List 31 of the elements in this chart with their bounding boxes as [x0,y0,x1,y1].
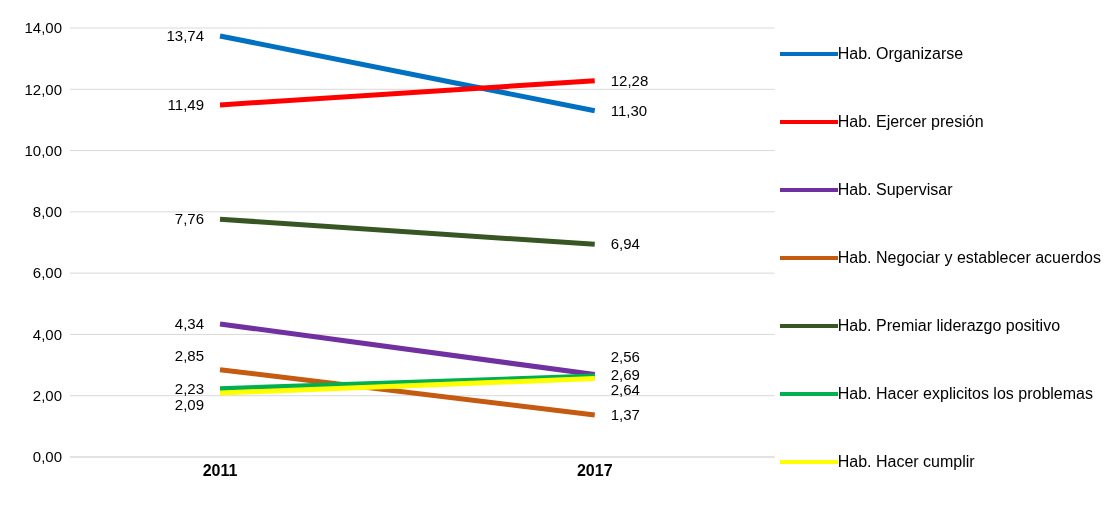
data-label: 12,28 [610,71,649,89]
y-tick-label: 2,00 [32,387,62,405]
y-tick-label: 4,00 [32,325,62,343]
x-tick-label: 2017 [576,462,613,480]
data-label: 2,69 [610,365,640,383]
data-label: 11,30 [610,101,648,119]
y-tick-label: 6,00 [32,264,62,282]
data-label: 2,64 [610,381,640,399]
y-tick-label: 14,00 [24,19,62,37]
data-label: 2,85 [174,346,204,364]
y-tick-label: 10,00 [24,141,62,159]
data-label: 6,94 [610,235,640,253]
legend-label: Hab. Hacer cumplir [837,452,975,471]
legend-label: Hab. Negociar y establecer acuerdos [837,248,1101,267]
data-label: 2,23 [174,379,204,397]
legend-label: Hab. Ejercer presión [837,112,984,131]
data-label: 4,34 [174,315,204,333]
x-tick-label: 2011 [202,462,238,480]
data-label: 2,56 [610,347,640,365]
data-label: 2,09 [174,395,204,413]
y-tick-label: 0,00 [32,448,62,466]
data-label: 7,76 [174,210,204,228]
data-label: 1,37 [610,406,640,424]
data-label: 13,74 [166,26,204,44]
data-label: 11,49 [167,95,204,113]
y-tick-label: 12,00 [24,80,62,98]
legend-label: Hab. Supervisar [837,180,953,199]
y-tick-label: 8,00 [32,203,62,221]
legend-label: Hab. Organizarse [837,44,964,63]
legend-label: Hab. Premiar liderazgo positivo [837,316,1061,335]
legend-label: Hab. Hacer explicitos los problemas [837,384,1093,403]
